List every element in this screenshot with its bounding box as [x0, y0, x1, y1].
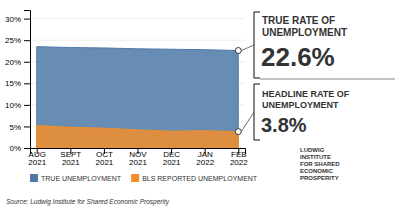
- tick: NOV2021: [129, 148, 147, 167]
- text-line: 2021: [163, 158, 181, 167]
- text-line: UNEMPLOYMENT: [262, 100, 339, 110]
- grid-line: [30, 40, 245, 41]
- annotation: TRUE RATE OF: [262, 15, 335, 26]
- tick-label: 25%: [5, 36, 21, 45]
- tick: 0%: [9, 144, 30, 153]
- tick: DEC2021: [163, 148, 181, 167]
- tick-mark: [24, 40, 30, 41]
- legend-label: TRUE UNEMPLOYMENT: [41, 175, 122, 182]
- end-point: [235, 48, 241, 54]
- bracket: [254, 77, 260, 78]
- text-line: PROSPERITY: [300, 175, 339, 181]
- tick-label: SEPT2021: [60, 150, 81, 167]
- tick-label: JAN2022: [196, 150, 214, 167]
- text-line: 22.6%: [261, 42, 335, 72]
- grid-line: [30, 18, 245, 19]
- tick-label: DEC2021: [163, 150, 181, 167]
- text-line: LUDWIG: [300, 147, 325, 153]
- text-line: ECONOMIC: [300, 168, 334, 174]
- tick-label: 15%: [5, 79, 21, 88]
- annotations: TRUE RATE OFUNEMPLOYMENT22.6%HEADLINE RA…: [6, 12, 395, 206]
- y-axis: 0% 5% 10% 15% 20% 25% 30%: [5, 11, 31, 154]
- text-line: 2022: [196, 158, 214, 167]
- tick: 5%: [9, 122, 30, 131]
- annotation: 22.6%: [261, 42, 335, 72]
- text-line: 2021: [129, 158, 147, 167]
- tick-mark: [24, 126, 30, 127]
- text-line: 2021: [62, 158, 80, 167]
- legend-swatch: [131, 174, 139, 182]
- tick-label: 5%: [9, 122, 21, 131]
- text-line: HEADLINE RATE OF: [262, 89, 350, 99]
- tick-label: OCT2021: [96, 150, 114, 167]
- legend-item: BLS REPORTED UNEMPLOYMENT: [131, 174, 258, 182]
- grid: [30, 19, 245, 148]
- bracket: [254, 11, 260, 12]
- text-line: INSTITUTE: [300, 154, 331, 160]
- area: [37, 47, 239, 148]
- text-line: UNEMPLOYMENT: [262, 27, 347, 38]
- tick-mark: [24, 105, 30, 106]
- tick-label: FEB2022: [230, 150, 248, 167]
- tick-label: AUG2021: [28, 150, 46, 167]
- text-line: 3.8%: [261, 114, 307, 136]
- bracket: [254, 83, 260, 84]
- separator: [260, 79, 395, 80]
- tick: 30%: [5, 15, 30, 24]
- tick: OCT2021: [96, 148, 114, 167]
- tick-mark: [24, 83, 30, 84]
- legend: TRUE UNEMPLOYMENT BLS REPORTED UNEMPLOYME…: [30, 174, 258, 182]
- axis-line: [24, 11, 31, 149]
- tick: SEPT2021: [60, 148, 81, 167]
- tick-label: 0%: [9, 144, 21, 153]
- tick: 20%: [5, 58, 30, 67]
- tick-label: 30%: [5, 15, 21, 24]
- chart: 0% 5% 10% 15% 20% 25% 30% AUG2021 SEPT2021 OCT202…: [0, 0, 400, 209]
- end-point: [235, 129, 241, 135]
- tick: AUG2021: [28, 148, 46, 167]
- text-line: Source: Ludwig Institute for Shared Econ…: [6, 198, 170, 206]
- tick-label: 10%: [5, 101, 21, 110]
- plot: 0% 5% 10% 15% 20% 25% 30% AUG2021 SEPT2021 OCT202…: [5, 11, 248, 168]
- annotation: 3.8%: [261, 114, 307, 136]
- tick: JAN2022: [196, 148, 214, 167]
- text-line: FOR SHARED: [300, 161, 340, 167]
- legend-item: TRUE UNEMPLOYMENT: [30, 174, 122, 182]
- text-line: 2021: [96, 158, 114, 167]
- legend-swatch: [30, 174, 38, 182]
- marks: [37, 47, 242, 148]
- connector: [241, 112, 254, 132]
- legend-label: BLS REPORTED UNEMPLOYMENT: [142, 175, 258, 182]
- tick-mark: [24, 19, 30, 20]
- tick-mark: [24, 148, 30, 149]
- tick: 10%: [5, 101, 30, 110]
- text-line: TRUE RATE OF: [262, 15, 335, 26]
- x-axis: AUG2021 SEPT2021 OCT2021 NOV2021 DEC2021 JAN2…: [28, 148, 248, 167]
- tick-label: 20%: [5, 58, 21, 67]
- tick-label: NOV2021: [129, 150, 147, 167]
- tick: FEB2022: [230, 148, 248, 167]
- connector: [241, 45, 254, 51]
- text-line: 2021: [28, 158, 46, 167]
- annotation: Source: Ludwig Institute for Shared Econ…: [6, 198, 170, 206]
- tick: 25%: [5, 36, 30, 45]
- annotation: HEADLINE RATE OF: [262, 89, 350, 99]
- tick: 15%: [5, 79, 30, 88]
- area: [37, 126, 239, 148]
- annotation: LUDWIGINSTITUTEFOR SHAREDECONOMICPROSPER…: [300, 147, 340, 181]
- text-line: 2022: [230, 158, 248, 167]
- tick-mark: [24, 62, 30, 63]
- annotation: UNEMPLOYMENT: [262, 27, 347, 38]
- bracket: [254, 139, 260, 140]
- annotation: UNEMPLOYMENT: [262, 100, 339, 110]
